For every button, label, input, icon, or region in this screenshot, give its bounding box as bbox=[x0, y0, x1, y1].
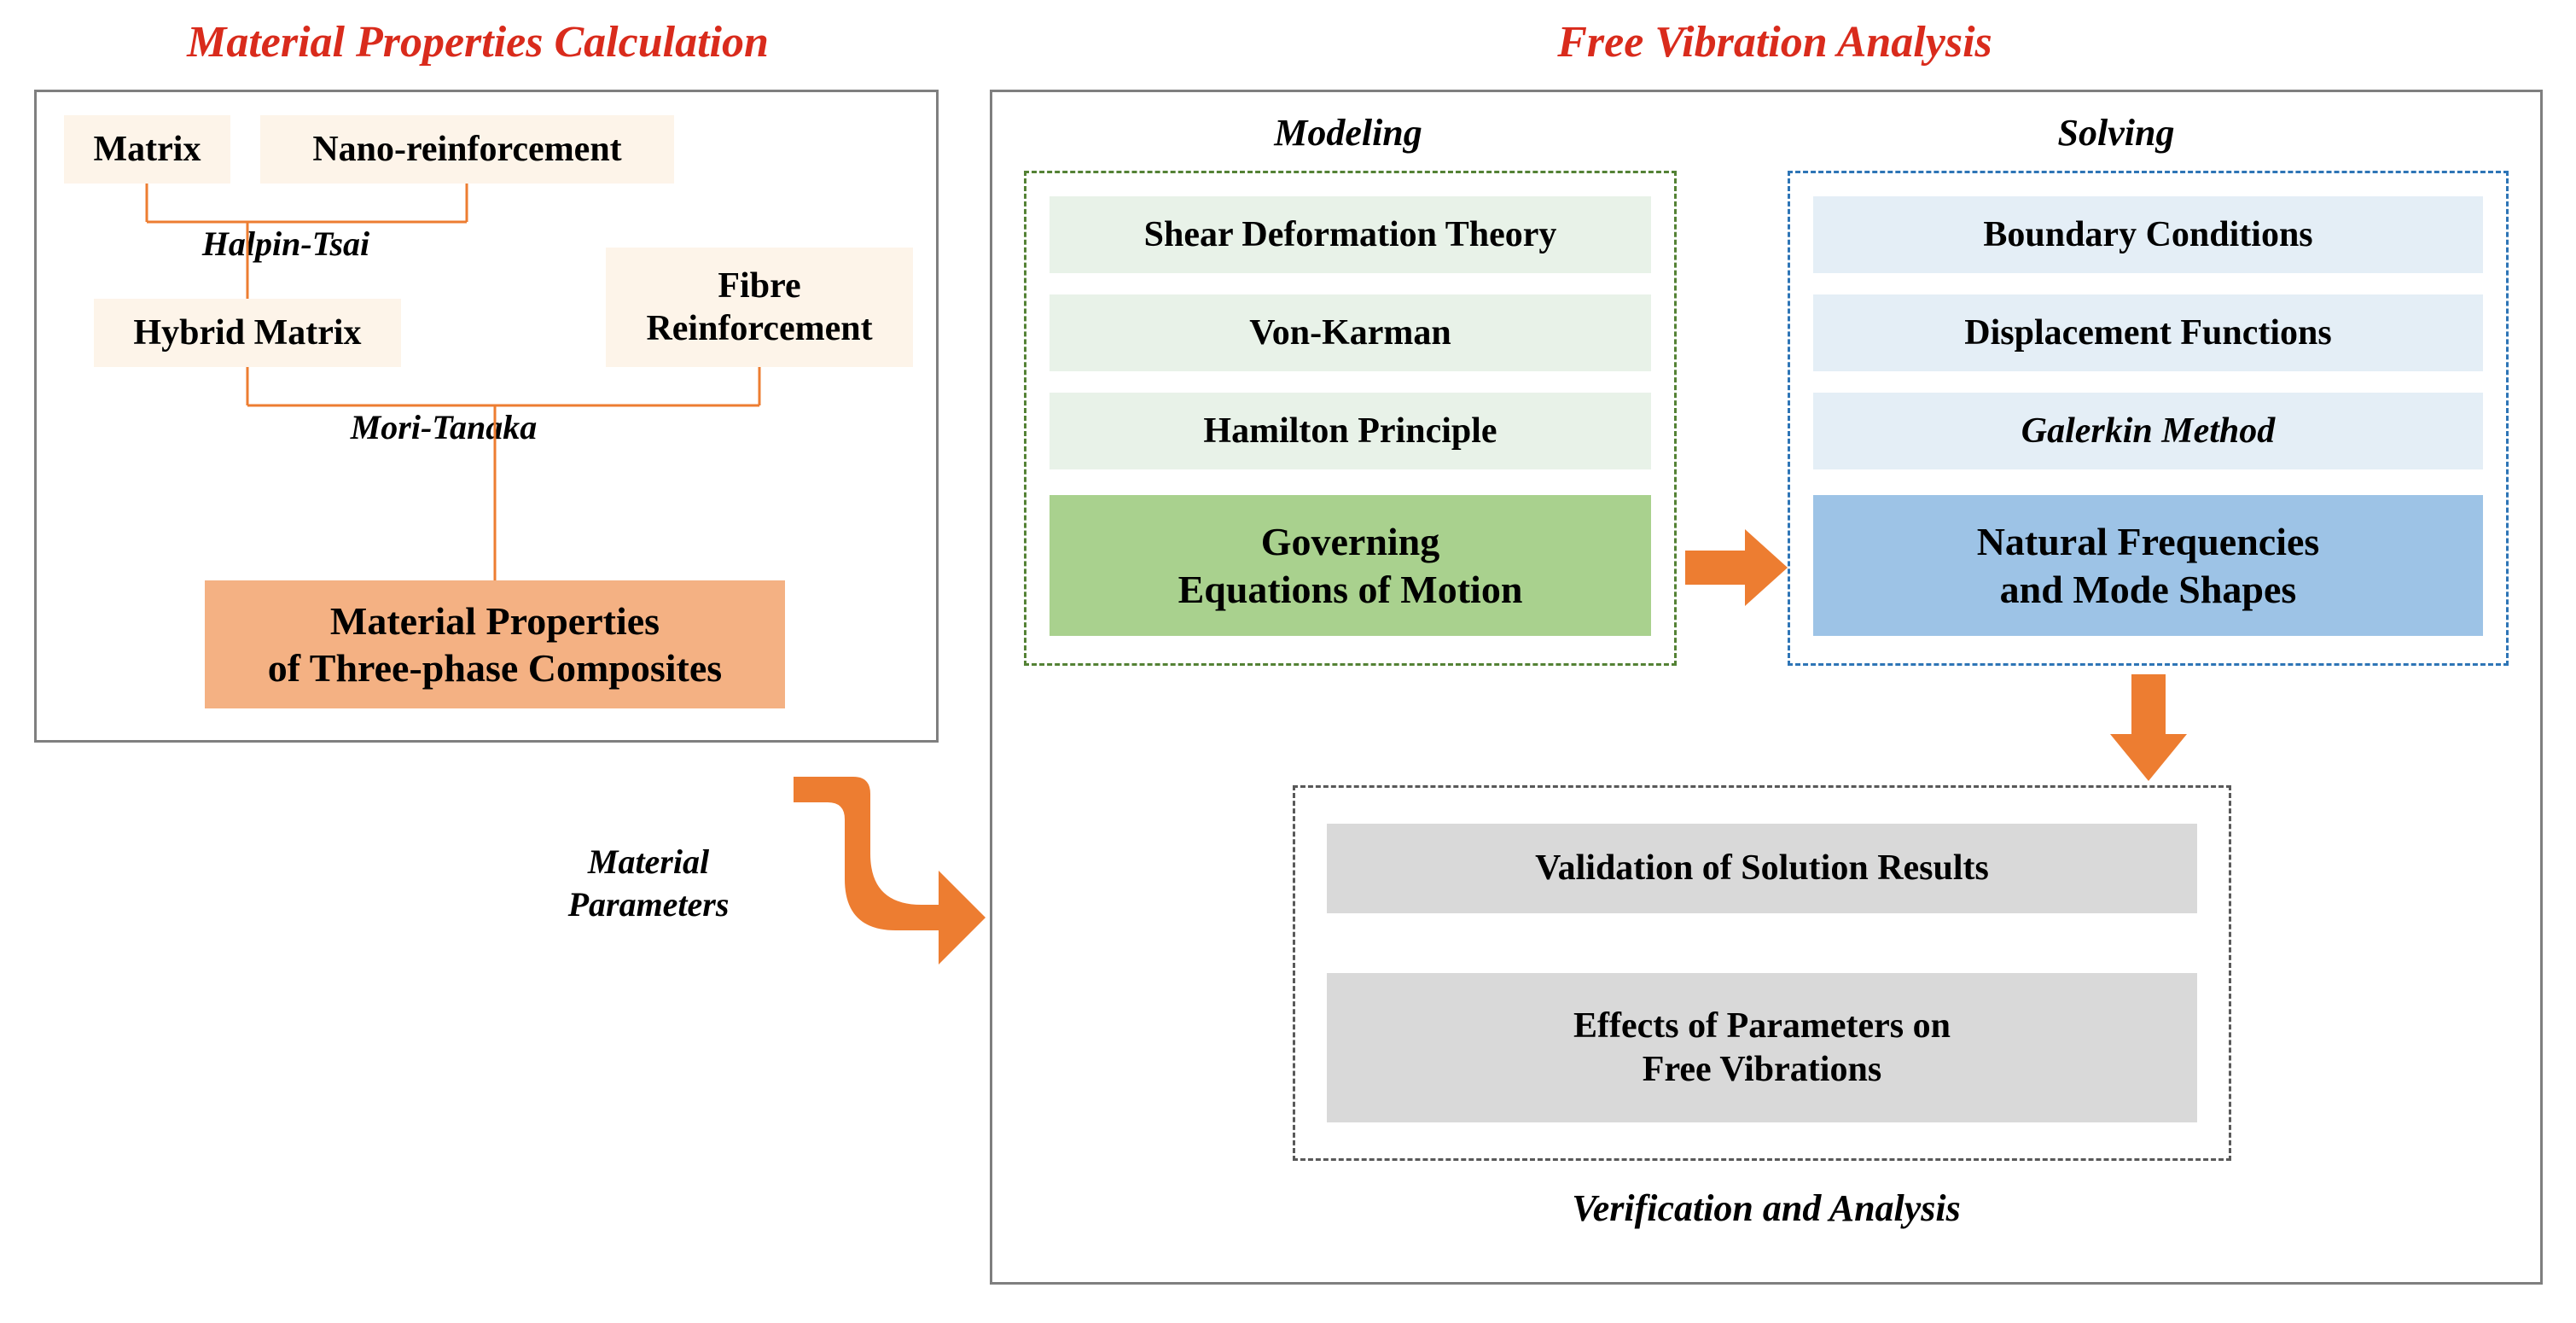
left-title: Material Properties Calculation bbox=[51, 17, 904, 67]
solving-result: Natural Frequenciesand Mode Shapes bbox=[1813, 495, 2483, 636]
verification-item-0: Validation of Solution Results bbox=[1327, 824, 2197, 913]
modeling-item-0: Shear Deformation Theory bbox=[1050, 196, 1651, 273]
box-material-props: Material Propertiesof Three-phase Compos… bbox=[205, 580, 785, 708]
solving-item-2: Galerkin Method bbox=[1813, 393, 2483, 469]
modeling-result: GoverningEquations of Motion bbox=[1050, 495, 1651, 636]
solving-title: Solving bbox=[1988, 111, 2244, 154]
modeling-title: Modeling bbox=[1220, 111, 1476, 154]
right-title: Free Vibration Analysis bbox=[1348, 17, 2201, 67]
label-material-params: MaterialParameters bbox=[529, 841, 768, 926]
verification-title: Verification and Analysis bbox=[1502, 1186, 2031, 1230]
solving-item-0: Boundary Conditions bbox=[1813, 196, 2483, 273]
box-matrix: Matrix bbox=[64, 115, 230, 184]
label-halpin: Halpin-Tsai bbox=[166, 224, 405, 264]
modeling-item-1: Von-Karman bbox=[1050, 294, 1651, 371]
label-mori: Mori-Tanaka bbox=[316, 407, 572, 447]
verification-item-1: Effects of Parameters onFree Vibrations bbox=[1327, 973, 2197, 1122]
modeling-item-2: Hamilton Principle bbox=[1050, 393, 1651, 469]
box-hybrid: Hybrid Matrix bbox=[94, 299, 401, 367]
box-fibre: FibreReinforcement bbox=[606, 248, 913, 367]
box-nano: Nano-reinforcement bbox=[260, 115, 674, 184]
solving-item-1: Displacement Functions bbox=[1813, 294, 2483, 371]
